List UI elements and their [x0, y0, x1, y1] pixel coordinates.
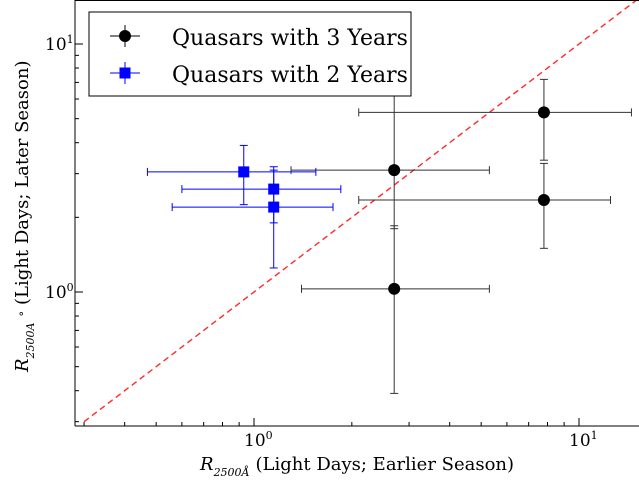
- data-point-circle: [537, 193, 550, 206]
- y-axis-text: (Light Days; Later Season): [12, 61, 33, 305]
- y-axis-degree: °: [18, 311, 31, 317]
- legend-label: Quasars with 3 Years: [172, 26, 408, 51]
- one-to-one-line: [83, 0, 637, 423]
- x-axis-text: (Light Days; Earlier Season): [256, 454, 515, 475]
- data-layer: [83, 0, 637, 423]
- y-axis-subscript: 2500: [24, 330, 37, 359]
- legend-entry-2yr: Quasars with 2 Years: [110, 62, 408, 88]
- data-point-circle: [388, 164, 401, 177]
- y-axis-label-group: R2500A ° (Light Days; Later Season): [12, 61, 37, 373]
- legend-label: Quasars with 2 Years: [172, 63, 408, 88]
- legend: Quasars with 3 Years Quasars with 2 Year…: [88, 11, 412, 97]
- y-axis-symbol: R: [12, 358, 33, 373]
- x-tick-label: 101: [569, 429, 598, 451]
- y-tick-label: 100: [45, 281, 74, 303]
- data-point-square: [238, 166, 250, 178]
- y-tick-label: 101: [45, 33, 74, 55]
- legend-entry-3yr: Quasars with 3 Years: [110, 25, 408, 51]
- x-axis-subscript: 2500: [213, 466, 242, 479]
- x-axis-subscript-unit: Å: [240, 465, 250, 479]
- x-tick-label: 100: [244, 429, 273, 451]
- x-axis-label: R2500Å (Light Days; Earlier Season): [199, 454, 514, 479]
- legend-marker-square: [119, 67, 131, 79]
- data-point-square: [268, 201, 280, 213]
- y-axis-label: R2500A ° (Light Days; Later Season): [12, 61, 37, 373]
- y-axis-subscript-unit: A: [24, 322, 37, 331]
- legend-marker-circle: [119, 30, 131, 42]
- data-point-circle: [537, 106, 550, 119]
- data-point-circle: [388, 282, 401, 295]
- legend-box: [88, 11, 412, 97]
- x-axis-symbol: R: [199, 454, 214, 475]
- tick-layer: 100 101 100 101: [45, 33, 598, 451]
